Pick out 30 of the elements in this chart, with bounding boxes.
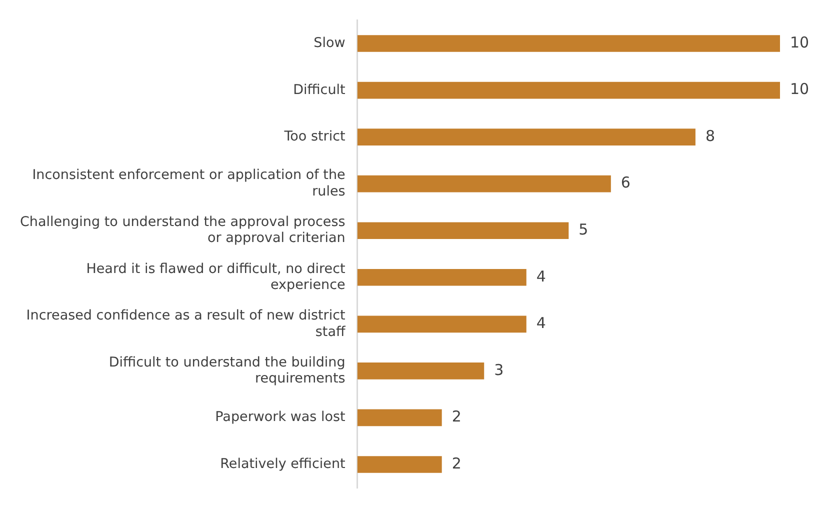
bar [357, 268, 526, 286]
bar [357, 175, 611, 192]
data-label: 3 [494, 360, 504, 379]
bar [357, 128, 696, 146]
data-label: 8 [705, 126, 716, 145]
bar [357, 362, 484, 380]
bar [357, 456, 442, 473]
data-label: 2 [452, 408, 462, 426]
data-label: 6 [620, 174, 630, 192]
y-tick-label: Difficult to understand the building requirements [108, 354, 346, 387]
data-label: 2 [452, 454, 462, 472]
y-tick-label: Increased confidence as a result of new district staff [26, 308, 346, 340]
y-tick-label: Paperwork was lost [215, 409, 346, 426]
y-tick-label: Relatively efficient [220, 456, 346, 472]
bar [357, 222, 569, 240]
data-label: 10 [790, 33, 810, 52]
y-tick-label: Too strict [283, 128, 346, 145]
y-tick-label: Slow [314, 34, 346, 51]
y-tick-label: Challenging to understand the approval process or approval criterian [20, 214, 346, 246]
data-label: 10 [790, 80, 810, 98]
y-tick-label: Heard it is flawed or difficult, no direct experience [86, 260, 346, 293]
bar [357, 35, 780, 52]
data-label: 4 [536, 314, 546, 332]
bar [357, 316, 526, 333]
bar [357, 409, 442, 426]
data-label: 4 [536, 267, 546, 286]
y-tick-label: Difficult [293, 82, 346, 98]
data-label: 5 [578, 220, 588, 238]
y-tick-label: Inconsistent enforcement or application of the rules [32, 167, 346, 200]
bar [357, 82, 780, 99]
